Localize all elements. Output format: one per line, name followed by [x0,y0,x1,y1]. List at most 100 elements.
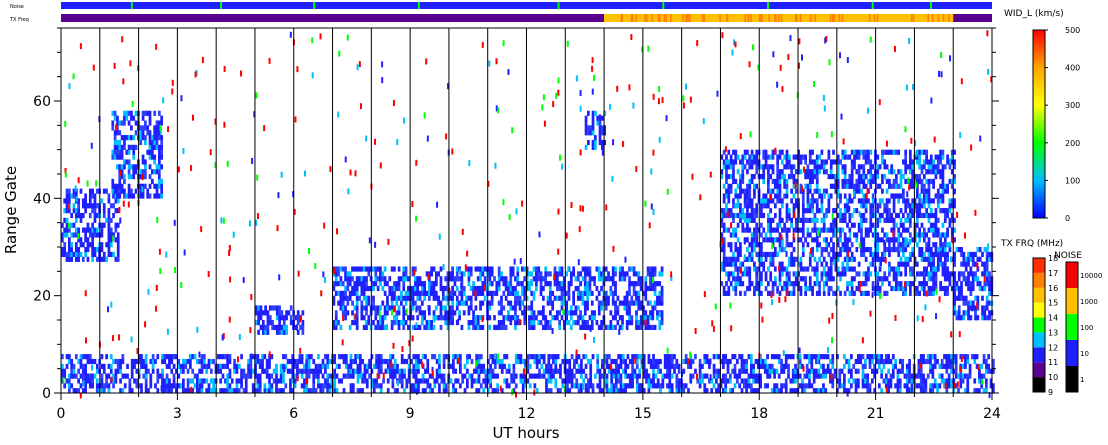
echo-cell [335,373,339,379]
echo-cell [416,281,420,287]
echo-cell [116,149,119,155]
echo-cell [755,276,759,282]
echo-cell [769,271,773,277]
echo-cell [876,154,880,160]
echo-cell [590,324,594,331]
echo-cell [729,159,733,165]
echo-cell [899,178,903,185]
echo-cell [836,193,840,199]
echo-cell [411,290,415,296]
echo-cell [939,256,942,262]
echo-cell [817,358,821,365]
echo-cell [107,363,111,369]
echo-cell [444,315,447,321]
echo-cell [525,305,529,311]
echo-cell [233,388,236,394]
echo-cell [451,300,454,306]
echo-cell [560,290,564,296]
echo-cell [857,358,860,365]
echo-cell [701,378,704,384]
echo-cell [448,320,452,326]
echo-cell [988,285,991,292]
echo-cell [941,247,945,253]
echo-cell [372,281,375,287]
echo-cell [644,290,648,296]
echo-cell [532,310,536,316]
echo-cell [808,251,812,258]
echo-cell [346,271,350,277]
echo-cell [390,285,394,292]
echo-cell [895,193,898,199]
echo-cell [635,295,638,301]
echo-cell [974,261,977,267]
echo-cell [412,354,416,360]
echo-cell [70,222,74,228]
echo-cell [976,315,980,321]
echo-cell [446,295,450,301]
echo-cell [971,251,975,258]
echo-cell [794,203,798,209]
echo-cell [888,212,891,219]
echo-cell [746,208,749,214]
echo-cell [850,290,854,296]
echo-cell [386,363,390,369]
echo-cell [953,251,956,258]
echo-cell [776,169,780,175]
echo-cell [827,198,831,204]
echo-cell [446,290,450,296]
echo-cell [745,368,749,374]
echo-cell [746,256,749,262]
echo-cell [846,154,849,160]
echo-cell [752,388,755,394]
echo-cell [957,310,961,316]
echo-cell [587,125,590,131]
echo-cell [922,198,926,204]
echo-cell [748,256,752,262]
echo-cell [822,368,825,374]
echo-cell [736,276,740,282]
echo-cell [801,198,805,204]
echo-cell [219,388,222,394]
echo-cell [841,149,845,155]
echo-cell [591,120,595,126]
echo-cell [705,388,709,394]
echo-cell [105,256,108,262]
echo-cell [850,183,854,189]
echo-cell [619,363,623,369]
echo-cell [808,183,812,189]
echo-cell [764,285,768,292]
echo-cell [310,354,313,360]
echo-cell [911,203,915,209]
echo-cell [739,290,742,296]
echo-cell [555,285,559,292]
echo-cell [61,378,64,384]
echo-cell [112,358,115,365]
echo-cell [794,169,798,175]
echo-cell [93,358,97,365]
echo-cell [929,164,933,170]
echo-cell [376,276,380,282]
echo-cell [885,164,889,170]
echo-cell [899,174,903,180]
echo-cell [908,251,912,258]
echo-cell [749,373,753,379]
echo-cell [771,237,775,243]
echo-cell [619,373,623,379]
echo-cell [319,388,323,394]
echo-cell [832,232,835,238]
echo-cell [600,271,603,277]
echo-cell [616,305,620,311]
echo-cell [908,256,912,262]
echo-cell [107,247,111,253]
echo-cell [673,363,676,369]
echo-cell [569,271,573,277]
echo-cell [307,363,311,369]
echo-cell [479,266,482,272]
echo-cell [735,358,739,365]
echo-cell [172,373,176,379]
echo-cell [848,174,852,180]
echo-cell [929,169,933,175]
echo-cell [892,217,896,223]
echo-cell [920,271,924,277]
echo-cell [784,378,788,384]
